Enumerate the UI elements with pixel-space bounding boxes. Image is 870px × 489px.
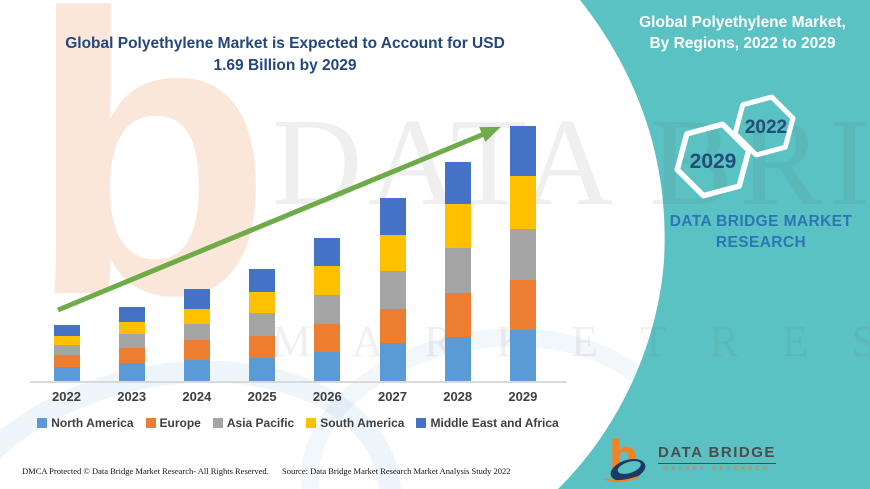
bar-segment-2025-asia-pacific bbox=[249, 313, 276, 336]
bar-segment-2025-north-america bbox=[249, 358, 276, 381]
data-bridge-logo-icon: b bbox=[604, 433, 646, 483]
page-title-line1: Global Polyethylene Market is Expected t… bbox=[65, 35, 505, 52]
legend-label: Middle East and Africa bbox=[430, 416, 559, 430]
watermark-text-market-research: M A R K E T R E S E A R C H bbox=[272, 317, 870, 366]
legend-swatch-icon bbox=[306, 418, 317, 428]
bar-segment-2026-asia-pacific bbox=[314, 294, 341, 324]
bar-segment-2027-middle-east-and-africa bbox=[379, 198, 406, 235]
bar-segment-2027-asia-pacific bbox=[379, 270, 406, 309]
page-title-line2: 1.69 Billion by 2029 bbox=[213, 57, 357, 74]
bar-segment-2028-europe bbox=[444, 293, 471, 338]
bar-segment-2029-south-america bbox=[509, 175, 536, 229]
bar-segment-2025-middle-east-and-africa bbox=[249, 269, 276, 292]
x-axis-label-2029: 2029 bbox=[508, 389, 538, 404]
bar-segment-2023-south-america bbox=[118, 322, 145, 335]
bar-segment-2025-europe bbox=[249, 335, 276, 359]
x-axis-label-2022: 2022 bbox=[52, 389, 81, 404]
x-axis-label-2023: 2023 bbox=[117, 389, 147, 404]
bar-segment-2026-europe bbox=[314, 323, 341, 353]
bar-segment-2022-north-america bbox=[53, 367, 80, 381]
legend-label: Asia Pacific bbox=[226, 416, 295, 430]
bar-segment-2025-south-america bbox=[249, 291, 276, 314]
brand-wordmark: DATA BRIDGE MARKET RESEARCH bbox=[650, 211, 870, 253]
x-axis-label-2028: 2028 bbox=[443, 389, 473, 404]
bar-segment-2022-south-america bbox=[53, 335, 80, 345]
bar-segment-2022-middle-east-and-africa bbox=[53, 325, 80, 336]
legend-label: South America bbox=[320, 416, 405, 430]
bar-segment-2027-south-america bbox=[379, 234, 406, 271]
x-axis-line bbox=[30, 381, 567, 383]
bar-segment-2026-north-america bbox=[314, 352, 341, 381]
bar-segment-2023-north-america bbox=[118, 362, 145, 381]
hexagon-2022-label: 2022 bbox=[745, 117, 787, 138]
bar-segment-2029-europe bbox=[509, 279, 536, 330]
bar-segment-2028-asia-pacific bbox=[444, 248, 471, 294]
bar-segment-2028-middle-east-and-africa bbox=[444, 162, 471, 205]
logo-name: DATA BRIDGE bbox=[658, 444, 776, 464]
bar-segment-2028-south-america bbox=[444, 204, 471, 249]
bar-segment-2024-north-america bbox=[183, 359, 210, 381]
side-panel-title-line1: Global Polyethylene Market, bbox=[639, 14, 846, 31]
bar-segment-2028-north-america bbox=[444, 337, 471, 381]
bar-segment-2023-europe bbox=[118, 347, 145, 363]
bar-segment-2024-middle-east-and-africa bbox=[183, 288, 210, 309]
legend-swatch-icon bbox=[145, 418, 156, 428]
dmca-notice: DMCA Protected © Data Bridge Market Rese… bbox=[22, 466, 269, 476]
bar-segment-2027-europe bbox=[379, 308, 406, 344]
x-axis-label-2027: 2027 bbox=[378, 389, 407, 404]
legend-item-europe: Europe bbox=[145, 416, 201, 430]
bar-segment-2024-asia-pacific bbox=[183, 323, 210, 341]
year-hexagons: 2029 2022 bbox=[674, 94, 796, 199]
logo-underswoosh bbox=[604, 476, 639, 483]
side-panel-title: Global Polyethylene Market, By Regions, … bbox=[630, 12, 855, 54]
bar-segment-2029-middle-east-and-africa bbox=[509, 125, 536, 176]
legend-swatch-icon bbox=[212, 418, 223, 428]
logo-subtitle: MARKET RESEARCH bbox=[663, 466, 771, 472]
bar-segment-2026-middle-east-and-africa bbox=[314, 237, 341, 267]
logo-d-swoosh-inner bbox=[617, 461, 641, 474]
bar-segment-2029-north-america bbox=[509, 329, 536, 381]
source-note: Source: Data Bridge Market Research Mark… bbox=[282, 466, 511, 476]
bar-segment-2024-europe bbox=[183, 340, 210, 360]
legend-item-south-america: South America bbox=[306, 416, 404, 430]
legend-swatch-icon bbox=[37, 418, 48, 428]
brand-wordmark-line1: DATA BRIDGE MARKET bbox=[669, 213, 853, 230]
side-panel-title-line2: By Regions, 2022 to 2029 bbox=[649, 35, 836, 52]
logo-text: DATA BRIDGE MARKET RESEARCH bbox=[658, 444, 776, 472]
legend-swatch-icon bbox=[416, 418, 427, 428]
bar-segment-2026-south-america bbox=[314, 266, 341, 295]
page-title: Global Polyethylene Market is Expected t… bbox=[20, 33, 550, 77]
x-axis-label-2025: 2025 bbox=[247, 389, 277, 404]
data-bridge-logo: b DATA BRIDGE MARKET RESEARCH bbox=[604, 433, 776, 483]
bar-segment-2022-asia-pacific bbox=[53, 344, 80, 356]
brand-wordmark-line2: RESEARCH bbox=[715, 234, 807, 251]
x-axis-label-2024: 2024 bbox=[182, 389, 212, 404]
bar-segment-2023-asia-pacific bbox=[118, 334, 145, 348]
bar-segment-2022-europe bbox=[53, 355, 80, 368]
bar-segment-2024-south-america bbox=[183, 308, 210, 324]
x-axis-label-2026: 2026 bbox=[312, 389, 342, 404]
bar-segment-2023-middle-east-and-africa bbox=[118, 307, 145, 323]
legend-item-north-america: North America bbox=[37, 416, 134, 430]
legend-label: Europe bbox=[159, 416, 201, 430]
legend-item-asia-pacific: Asia Pacific bbox=[212, 416, 295, 430]
bar-segment-2029-asia-pacific bbox=[509, 228, 536, 280]
legend-item-middle-east-and-africa: Middle East and Africa bbox=[416, 416, 559, 430]
hexagon-2022-icon bbox=[732, 94, 796, 158]
bar-segment-2027-north-america bbox=[379, 343, 406, 381]
chart-legend: North America Europe Asia Pacific South Ame… bbox=[28, 416, 568, 430]
hexagon-2029-icon bbox=[674, 121, 752, 199]
hexagon-2029-label: 2029 bbox=[690, 150, 737, 173]
legend-label: North America bbox=[51, 416, 134, 430]
